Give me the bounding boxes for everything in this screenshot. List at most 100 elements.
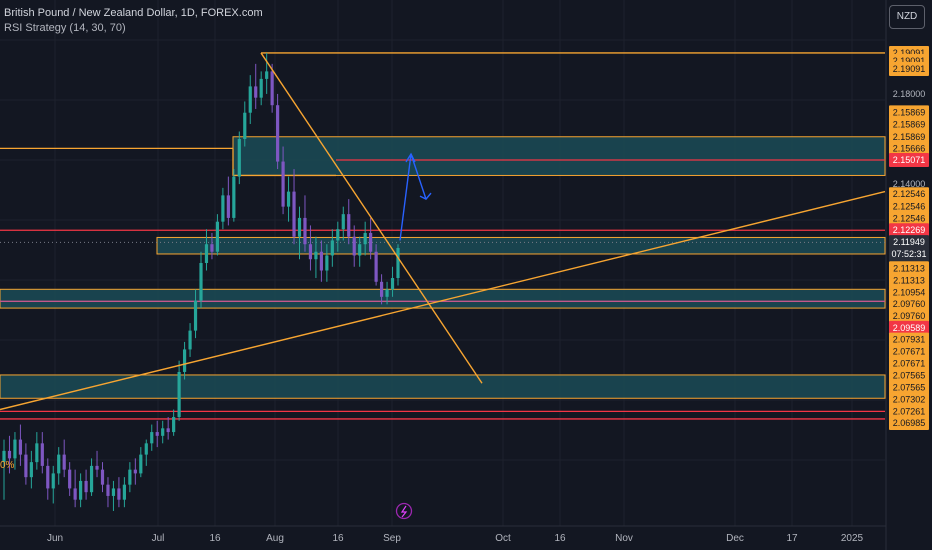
candle-body xyxy=(18,439,23,455)
time-axis-label: Nov xyxy=(615,533,633,544)
price-label-bg xyxy=(889,356,929,371)
price-label: 2.11949 xyxy=(893,237,925,247)
candle-body xyxy=(330,240,334,256)
price-label: 2.11313 xyxy=(893,263,925,273)
price-label: 2.12546 xyxy=(893,189,926,199)
candle-body xyxy=(341,214,345,230)
candle-body xyxy=(237,139,241,177)
candle-body xyxy=(325,255,329,271)
candle-body xyxy=(243,112,247,140)
candle-body xyxy=(352,236,356,256)
time-axis-label: Aug xyxy=(266,533,284,544)
price-label: 2.15869 xyxy=(893,107,926,117)
lightning-bolt-icon[interactable] xyxy=(395,502,413,520)
indicator-label[interactable]: RSI Strategy (14, 30, 70) xyxy=(4,22,126,34)
price-label: 2.15071 xyxy=(893,155,926,165)
currency-button[interactable]: NZD xyxy=(889,5,925,29)
candle-body xyxy=(62,454,66,470)
price-label: 2.07931 xyxy=(893,335,926,345)
price-label: 2.19091 xyxy=(893,64,926,74)
time-axis-label: 16 xyxy=(332,533,344,544)
candle-body xyxy=(254,86,258,98)
price-label: 2.12269 xyxy=(893,225,926,235)
candle-body xyxy=(106,484,110,496)
time-axis-label: Sep xyxy=(383,533,401,544)
trendline xyxy=(0,190,886,411)
candle-body xyxy=(221,195,225,222)
candle-body xyxy=(379,281,384,297)
time-axis-label: Jun xyxy=(47,533,63,544)
price-label-bg xyxy=(889,223,929,238)
price-label-bg xyxy=(889,247,929,262)
candle-body xyxy=(286,191,291,207)
price-label-bg xyxy=(889,273,929,288)
price-label-bg xyxy=(889,392,929,407)
price-label: 2.07565 xyxy=(893,382,926,392)
candle-body xyxy=(308,244,313,260)
candle-body xyxy=(166,428,170,433)
candle-body xyxy=(89,465,94,493)
price-label: 2.15869 xyxy=(893,132,926,142)
price-label: 2.07671 xyxy=(893,347,926,357)
price-label-bg xyxy=(889,153,929,168)
price-label-bg xyxy=(889,416,929,431)
candle-body xyxy=(24,454,28,478)
price-label-bg xyxy=(889,187,929,202)
price-label: 2.12546 xyxy=(893,201,926,211)
candle-body xyxy=(29,462,33,478)
candle-body xyxy=(150,432,154,444)
candle-body xyxy=(292,191,296,237)
candle-body xyxy=(57,454,61,474)
price-label-bg xyxy=(889,296,929,311)
candle-body xyxy=(281,161,285,207)
candle-body xyxy=(117,488,121,500)
price-label: 2.07565 xyxy=(893,370,926,380)
candle-body xyxy=(73,488,77,500)
price-label-bg xyxy=(889,141,929,156)
chart-legend: British Pound / New Zealand Dollar, 1D, … xyxy=(4,6,263,36)
candle-body xyxy=(100,469,105,485)
candle-body xyxy=(265,71,269,79)
price-label: 2.07302 xyxy=(893,394,926,404)
price-label: 2.06985 xyxy=(893,418,926,428)
candle-body xyxy=(204,244,209,263)
candle-body xyxy=(111,488,116,496)
price-label: 2.14000 xyxy=(893,179,926,189)
price-label-bg xyxy=(889,344,929,359)
candle-body xyxy=(139,454,143,474)
price-label: 2.19091 xyxy=(893,48,926,58)
candle-body xyxy=(46,465,50,489)
price-label-bg xyxy=(889,105,929,120)
price-label-bg xyxy=(889,308,929,323)
symbol-title[interactable]: British Pound / New Zealand Dollar, 1D, … xyxy=(4,7,263,19)
candle-body xyxy=(193,300,198,331)
price-label-bg xyxy=(889,285,929,300)
price-label-bg xyxy=(889,368,929,383)
price-label: 2.12546 xyxy=(893,214,926,224)
candle-body xyxy=(155,432,159,436)
price-label: 2.15869 xyxy=(893,120,926,130)
price-label: 2.10954 xyxy=(893,287,926,297)
candle-body xyxy=(303,217,307,245)
time-axis-label: Oct xyxy=(495,533,511,544)
trendline xyxy=(260,52,483,384)
price-label-bg xyxy=(889,199,929,214)
price-label-bg xyxy=(889,117,929,132)
candle-body xyxy=(232,176,236,218)
candle-body xyxy=(369,232,373,252)
candle-body xyxy=(177,371,181,418)
candle-body xyxy=(84,480,88,493)
candle-body xyxy=(396,247,400,279)
candle-body xyxy=(297,217,302,237)
candle-body xyxy=(172,417,176,433)
price-label-bg xyxy=(889,211,929,226)
percent-label: 0% xyxy=(0,460,15,471)
candle-body xyxy=(188,330,192,350)
price-label: 2.18000 xyxy=(893,89,926,99)
candle-body xyxy=(122,484,126,500)
candle-body xyxy=(390,278,395,290)
candle-body xyxy=(374,251,378,282)
candle-body xyxy=(13,439,17,459)
